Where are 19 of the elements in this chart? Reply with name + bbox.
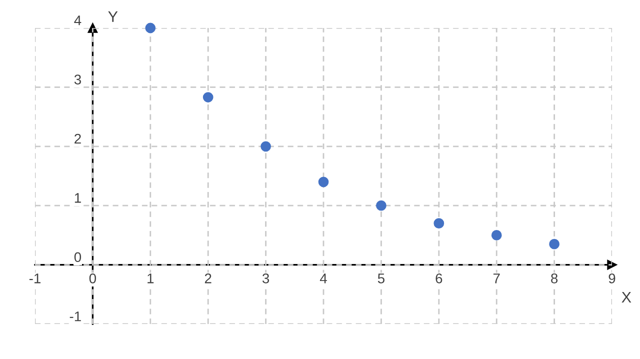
x-tick-label: 1 — [148, 274, 154, 284]
y-tick-label: 4 — [74, 16, 82, 26]
x-tick-label: 9 — [608, 274, 616, 284]
x-tick-label: 7 — [493, 274, 500, 284]
x-tick-label: 2 — [204, 274, 212, 284]
x-tick-label: 3 — [262, 274, 270, 284]
x-tick-label: 4 — [320, 274, 327, 284]
y-tick-label: 3 — [74, 74, 81, 84]
x-axis-title: X — [622, 292, 632, 303]
y-tick-label: 2 — [74, 134, 81, 144]
x-tick-label: 5 — [378, 274, 384, 284]
y-tick-label: -1 — [70, 312, 81, 322]
y-tick-label: 1 — [74, 193, 81, 203]
y-axis-title: Y — [108, 11, 118, 22]
x-tick-label: 0 — [89, 274, 96, 284]
y-tick-label: 0 — [74, 252, 82, 262]
x-tick-label: 8 — [551, 274, 558, 284]
x-tick-label: -1 — [29, 274, 40, 284]
x-tick-label: 6 — [436, 274, 442, 284]
